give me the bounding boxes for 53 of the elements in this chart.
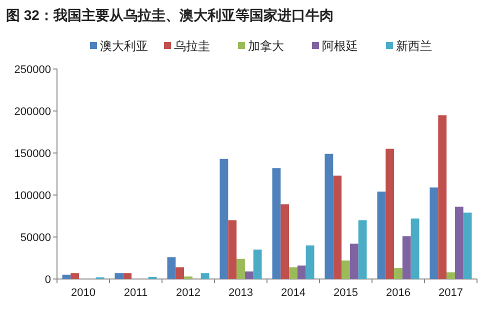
bar [463, 212, 472, 279]
bar [244, 271, 254, 279]
bar [377, 192, 386, 279]
bar [280, 204, 290, 279]
bar [114, 273, 124, 279]
x-tick-label: 2016 [386, 287, 410, 299]
x-tick-label: 2012 [176, 287, 200, 299]
bar [272, 168, 281, 279]
legend-label: 加拿大 [248, 39, 284, 53]
bar [167, 257, 176, 279]
bar [333, 176, 342, 279]
bar [324, 154, 334, 279]
bar [253, 250, 262, 279]
x-tick-label: 2010 [71, 287, 96, 299]
x-tick-label: 2017 [438, 287, 463, 299]
bar [297, 266, 306, 279]
bar [70, 273, 80, 279]
bar [220, 158, 228, 279]
x-tick-label: 2014 [281, 287, 306, 299]
bar [446, 272, 455, 279]
bar [236, 258, 245, 279]
bar [358, 220, 367, 279]
bar [342, 260, 350, 279]
y-tick-label: 200000 [14, 106, 51, 118]
bar [184, 276, 192, 279]
bar [228, 220, 237, 279]
chart-title: 图 32：我国主要从乌拉圭、澳大利亚等国家进口牛肉 [6, 7, 334, 23]
bar [410, 218, 420, 279]
bar [438, 115, 447, 279]
bar [123, 273, 132, 279]
y-tick-label: 250000 [14, 64, 51, 76]
legend-label: 乌拉圭 [174, 39, 210, 53]
bar [289, 267, 298, 279]
bar [350, 244, 358, 279]
x-tick-label: 2013 [228, 287, 253, 299]
bar [430, 187, 438, 279]
x-tick-label: 2015 [334, 287, 358, 299]
bar [386, 148, 394, 279]
bar [62, 274, 71, 279]
x-tick-label: 2011 [124, 287, 148, 299]
legend-label: 阿根廷 [322, 39, 358, 53]
legend-label: 澳大利亚 [100, 39, 148, 53]
y-tick-label: 100000 [14, 190, 51, 202]
bar [306, 245, 314, 279]
bar [200, 273, 210, 279]
y-tick-label: 150000 [14, 148, 51, 160]
bar [176, 267, 184, 279]
y-tick-label: 0 [44, 274, 51, 286]
legend-label: 新西兰 [396, 39, 432, 53]
bar [394, 268, 402, 279]
bar [402, 236, 411, 279]
y-tick-label: 50000 [20, 232, 51, 244]
bar [454, 206, 464, 279]
